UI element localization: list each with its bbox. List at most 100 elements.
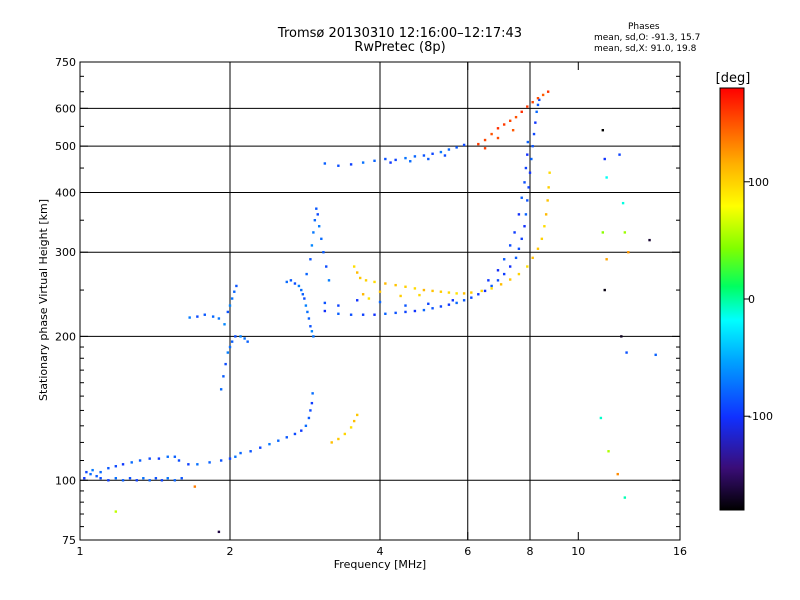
scatter-point <box>325 265 328 268</box>
scatter-point <box>219 459 223 462</box>
scatter-point <box>349 426 353 429</box>
scatter-point <box>235 284 238 288</box>
scatter-point <box>114 477 118 480</box>
scatter-point <box>349 163 353 166</box>
scatter-point <box>160 479 164 482</box>
scatter-point <box>508 119 512 123</box>
scatter-point <box>193 485 197 488</box>
scatter-point <box>355 271 359 274</box>
scatter-point <box>135 479 138 482</box>
scatter-point <box>228 345 232 349</box>
scatter-point <box>188 316 191 319</box>
scatter-point <box>223 323 226 326</box>
scatter-point <box>373 313 376 316</box>
scatter-point <box>367 297 371 300</box>
scatter-point <box>462 299 466 302</box>
scatter-point <box>315 207 318 210</box>
phases-x-mode: mean, sd,X: 91.0, 19.8 <box>594 44 697 54</box>
scatter-point <box>230 297 234 300</box>
colorbar-tick-label: 100 <box>748 176 769 189</box>
scatter-point <box>514 115 518 119</box>
scatter-point <box>246 340 249 343</box>
scatter-point <box>85 470 88 474</box>
scatter-point <box>487 279 490 282</box>
scatter-point <box>91 468 94 472</box>
x-tick-label: 4 <box>377 545 384 558</box>
scatter-point <box>536 96 540 100</box>
scatter-point <box>427 302 430 305</box>
scatter-point <box>384 282 387 285</box>
scatter-point <box>627 251 630 254</box>
scatter-point <box>508 278 512 281</box>
scatter-point <box>233 290 236 293</box>
scatter-point <box>623 496 627 499</box>
scatter-point <box>654 353 657 357</box>
scatter-point <box>107 466 110 470</box>
scatter-point <box>439 305 443 308</box>
scatter-point <box>234 455 237 458</box>
x-tick-label: 10 <box>571 545 585 558</box>
scatter-point <box>451 299 455 302</box>
x-tick-label: 6 <box>464 545 471 558</box>
scatter-point <box>249 450 252 453</box>
scatter-point <box>418 293 421 297</box>
scatter-point <box>526 140 530 144</box>
y-tick-label: 300 <box>55 246 76 259</box>
chart-subtitle: RwPretec (8p) <box>354 40 446 55</box>
scatter-point <box>546 199 549 202</box>
scatter-point <box>541 93 545 97</box>
scatter-point <box>394 283 397 287</box>
scatter-point <box>517 272 521 276</box>
scatter-point <box>301 293 305 296</box>
scatter-point <box>226 351 230 354</box>
scatter-point <box>470 296 473 299</box>
scatter-point <box>535 110 538 114</box>
scatter-point <box>259 446 262 449</box>
scatter-point <box>303 297 306 300</box>
scatter-point <box>422 288 426 292</box>
scatter-point <box>526 153 529 156</box>
scatter-point <box>307 416 311 420</box>
scatter-point <box>490 287 493 290</box>
scatter-point <box>208 461 211 464</box>
scatter-point <box>394 311 397 315</box>
scatter-point <box>361 161 365 164</box>
scatter-point <box>99 470 102 474</box>
scatter-point <box>513 231 516 234</box>
scatter-point <box>536 103 540 107</box>
y-tick-label: 600 <box>55 102 76 115</box>
scatter-point <box>310 401 314 405</box>
scatter-point <box>337 304 340 307</box>
scatter-point <box>310 244 314 247</box>
scatter-point <box>180 477 183 480</box>
scatter-point <box>311 392 314 395</box>
scatter-point <box>384 157 387 161</box>
scatter-point <box>224 362 227 366</box>
scatter-point <box>547 186 550 189</box>
y-tick-label: 750 <box>55 56 76 69</box>
scatter-point <box>361 313 365 316</box>
scatter-point <box>355 413 359 417</box>
scatter-point <box>530 157 533 161</box>
scatter-point <box>422 154 426 157</box>
scatter-point <box>228 304 232 307</box>
scatter-point <box>496 279 500 282</box>
x-tick-label: 1 <box>77 545 84 558</box>
scatter-point <box>234 335 237 338</box>
scatter-point <box>527 186 530 189</box>
scatter-point <box>625 351 628 354</box>
colorbar <box>720 88 744 510</box>
scatter-point <box>531 100 534 104</box>
scatter-point <box>228 457 232 460</box>
scatter-point <box>121 463 125 466</box>
scatter-point <box>230 340 234 343</box>
scatter-point <box>447 148 451 151</box>
scatter-point <box>243 337 246 340</box>
scatter-point <box>490 132 493 136</box>
scatter-point <box>239 335 242 338</box>
scatter-point <box>621 201 625 205</box>
scatter-point <box>114 510 118 513</box>
scatter-point <box>534 121 537 124</box>
scatter-point <box>620 335 623 338</box>
scatter-point <box>309 258 312 261</box>
